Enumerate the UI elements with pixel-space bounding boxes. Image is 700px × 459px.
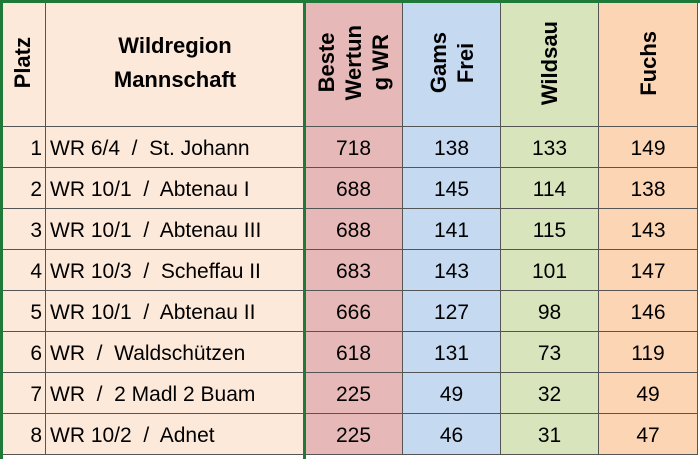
header-line: Mannschaft	[113, 67, 237, 92]
header-cell: Wildregion Mannschaft	[46, 0, 305, 127]
score-cell: 47	[599, 414, 698, 455]
header-text: Wildregion Mannschaft	[114, 29, 236, 97]
header-text: Beste Wertun g WR	[313, 25, 394, 100]
score-cell: 138	[599, 168, 698, 209]
score-cell: 145	[403, 168, 501, 209]
score-cell: 225	[305, 373, 403, 414]
header-line: Wildregion	[118, 33, 232, 58]
score-cell: 73	[501, 332, 599, 373]
score-cell: 32	[501, 373, 599, 414]
score-cell: 146	[599, 291, 698, 332]
score-cell: 138	[403, 127, 501, 168]
team-cell: WR 10/3 / Scheffau II	[46, 250, 305, 291]
score-cell: 131	[403, 332, 501, 373]
team-cell: WR 10/1 / Abtenau III	[46, 209, 305, 250]
score-cell: 49	[403, 373, 501, 414]
score-cell: 683	[305, 250, 403, 291]
score-cell: 98	[501, 291, 599, 332]
header-cell: Platz	[0, 0, 46, 127]
selection-border	[0, 0, 3, 459]
score-cell: 49	[599, 373, 698, 414]
header-line: Platz	[10, 37, 35, 89]
header-line: g WR	[368, 34, 393, 92]
score-cell: 101	[501, 250, 599, 291]
header-line: Gams	[425, 32, 451, 94]
rank-cell: 4	[0, 250, 46, 291]
team-cell: WR 10/1 / Abtenau I	[46, 168, 305, 209]
score-cell: 688	[305, 209, 403, 250]
score-cell: 141	[403, 209, 501, 250]
rank-cell: 8	[0, 414, 46, 455]
rank-cell: 3	[0, 209, 46, 250]
rank-cell: 5	[0, 291, 46, 332]
header-line: Wildsau	[537, 20, 562, 106]
header-line: Frei	[452, 42, 478, 84]
team-cell: WR / Waldschützen	[46, 332, 305, 373]
header-cell: Gams Frei	[403, 0, 501, 127]
rank-cell: 6	[0, 332, 46, 373]
score-cell: 143	[403, 250, 501, 291]
score-cell: 46	[403, 414, 501, 455]
score-cell: 114	[501, 168, 599, 209]
header-cell: Wildsau	[501, 0, 599, 127]
score-cell: 119	[599, 332, 698, 373]
rank-cell: 2	[0, 168, 46, 209]
score-cell: 666	[305, 291, 403, 332]
rank-cell: 1	[0, 127, 46, 168]
header-line: Fuchs	[635, 30, 661, 96]
score-cell: 133	[501, 127, 599, 168]
rank-cell: 7	[0, 373, 46, 414]
score-cell: 688	[305, 168, 403, 209]
team-cell: WR 10/1 / Abtenau II	[46, 291, 305, 332]
score-cell: 115	[501, 209, 599, 250]
header-text: Platz	[9, 37, 36, 88]
header-cell: Fuchs	[599, 0, 698, 127]
score-cell: 618	[305, 332, 403, 373]
team-cell: WR 10/2 / Adnet	[46, 414, 305, 455]
score-cell: 31	[501, 414, 599, 455]
score-cell: 147	[599, 250, 698, 291]
header-line: Wertun	[341, 25, 366, 101]
score-cell: 718	[305, 127, 403, 168]
header-line: Beste	[314, 33, 339, 93]
header-text: Wildsau	[536, 21, 563, 105]
score-cell: 149	[599, 127, 698, 168]
score-cell: 127	[403, 291, 501, 332]
header-text: Fuchs	[635, 31, 662, 96]
team-cell: WR 6/4 / St. Johann	[46, 127, 305, 168]
header-text: Gams Frei	[425, 32, 479, 93]
score-cell: 225	[305, 414, 403, 455]
selection-border	[303, 0, 306, 459]
selection-border	[0, 0, 700, 3]
team-cell: WR / 2 Madl 2 Buam	[46, 373, 305, 414]
header-cell: Beste Wertun g WR	[305, 0, 403, 127]
score-cell: 143	[599, 209, 698, 250]
